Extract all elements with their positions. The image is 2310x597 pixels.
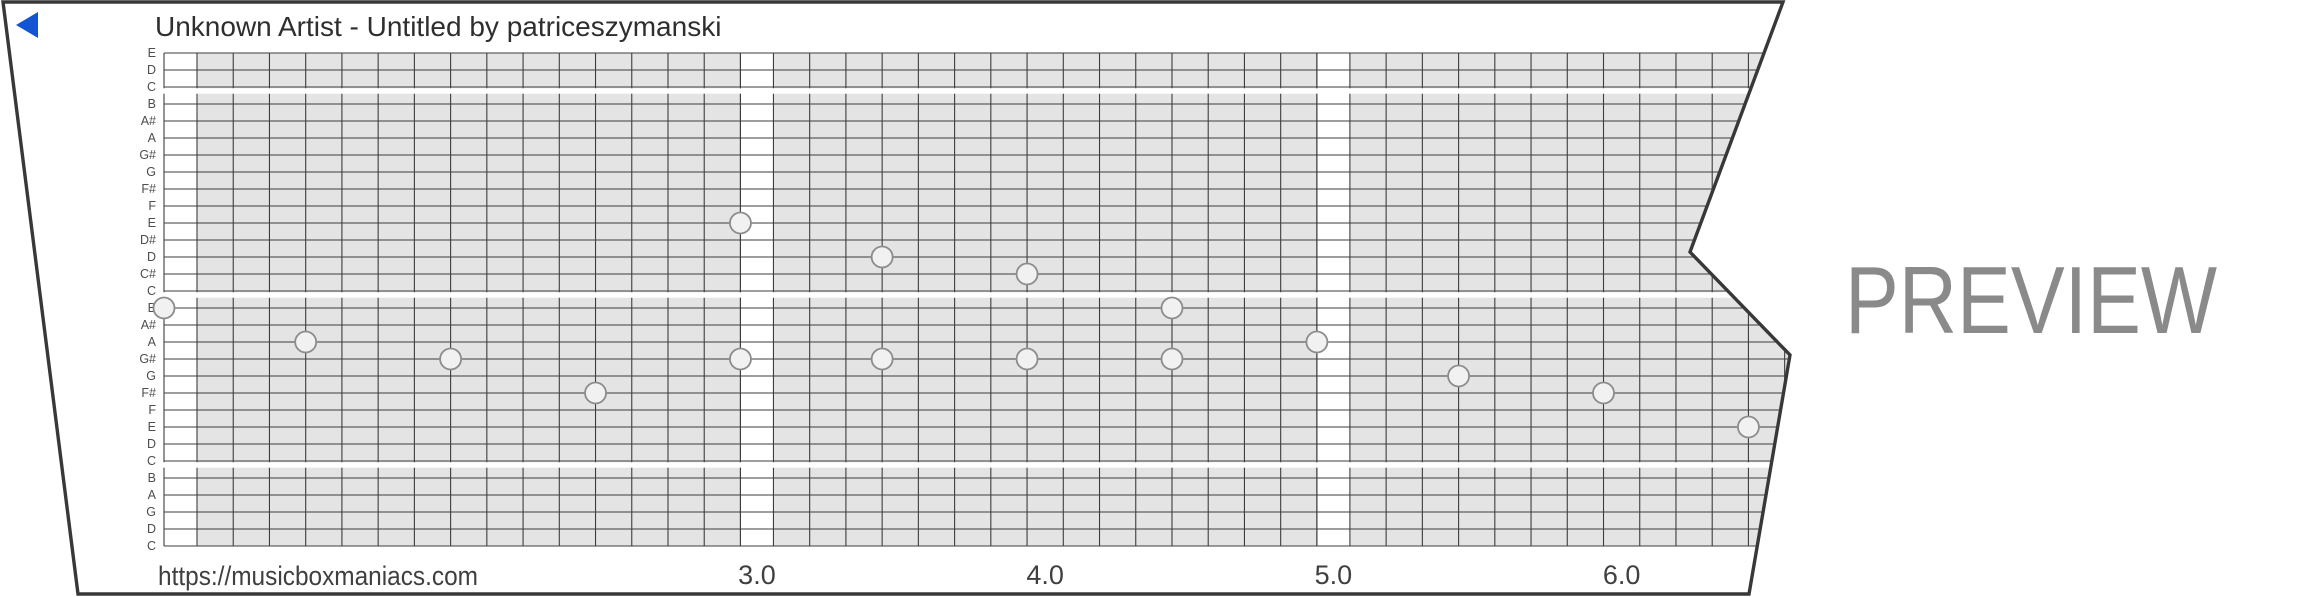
note-line-label: A [148, 131, 157, 145]
note-line-label: G# [139, 148, 156, 162]
melody-notes [152, 211, 1760, 439]
note-dot-fs [1592, 381, 1615, 405]
note-dot-a [1305, 330, 1329, 354]
octave-section [164, 53, 1790, 89]
note-line-label: E [148, 46, 156, 60]
note-dot-gs [729, 347, 752, 371]
note-dot-gs [1015, 347, 1039, 371]
preview-watermark: PREVIEW [1845, 247, 2217, 354]
note-line-label: E [148, 420, 156, 434]
note-line-label: G [146, 369, 156, 383]
note-dot-a [294, 330, 318, 354]
note-line-label: B [148, 301, 156, 315]
note-line-label: C [147, 284, 156, 298]
note-line-label: D# [140, 233, 156, 247]
note-line-label: F# [141, 386, 156, 400]
note-dot-e [1737, 415, 1760, 439]
note-dot-e [729, 211, 752, 235]
note-dot-cs [1015, 262, 1039, 286]
note-dot-g [1447, 364, 1470, 388]
note-line-label: C [147, 539, 156, 553]
site-url-link[interactable]: https://musicboxmaniacs.com [158, 561, 478, 591]
note-dot-b [152, 296, 176, 320]
note-line-label: A [148, 335, 157, 349]
note-line-label: C [147, 454, 156, 468]
octave-section [164, 467, 1790, 546]
note-dot-gs [870, 347, 894, 371]
note-line-label: C [147, 80, 156, 94]
note-line-label: D [147, 522, 156, 536]
note-line-label: E [148, 216, 156, 230]
time-marker: 6.0 [1603, 560, 1641, 590]
note-line-label: B [148, 97, 156, 111]
note-line-label: D [147, 63, 156, 77]
note-line-label: A [148, 488, 157, 502]
time-marker: 5.0 [1315, 560, 1353, 590]
note-line-label: D [147, 437, 156, 451]
back-arrow-icon[interactable] [16, 12, 38, 38]
note-line-label: A# [141, 114, 156, 128]
note-line-label: G [146, 165, 156, 179]
note-dot-b [1160, 296, 1184, 320]
strip-outline [1, 0, 1792, 596]
note-line-label: G# [139, 352, 156, 366]
note-line-label: F# [141, 182, 156, 196]
timeline-markers: 3.0 4.0 5.0 6.0 [738, 560, 1640, 590]
beat-gridlines [163, 53, 1786, 546]
time-marker: 3.0 [738, 560, 776, 590]
note-line-label: D [147, 250, 156, 264]
segment-gap-column [1316, 53, 1350, 546]
note-line-label: A# [141, 318, 156, 332]
note-dot-gs [1160, 347, 1184, 371]
note-dot-fs [584, 381, 607, 405]
note-grid [163, 52, 1790, 547]
time-marker: 4.0 [1026, 560, 1064, 590]
note-line-label: C# [140, 267, 156, 281]
note-line-label: F [148, 199, 156, 213]
note-line-label: B [148, 471, 156, 485]
segment-gap-column [740, 53, 774, 546]
octave-section [164, 93, 1790, 293]
song-title: Unknown Artist - Untitled by patriceszym… [155, 11, 721, 42]
note-gridlines [164, 52, 1790, 547]
note-dot-gs [439, 347, 463, 371]
note-line-label: G [146, 505, 156, 519]
note-line-label: F [148, 403, 156, 417]
note-dot-d [870, 245, 894, 269]
